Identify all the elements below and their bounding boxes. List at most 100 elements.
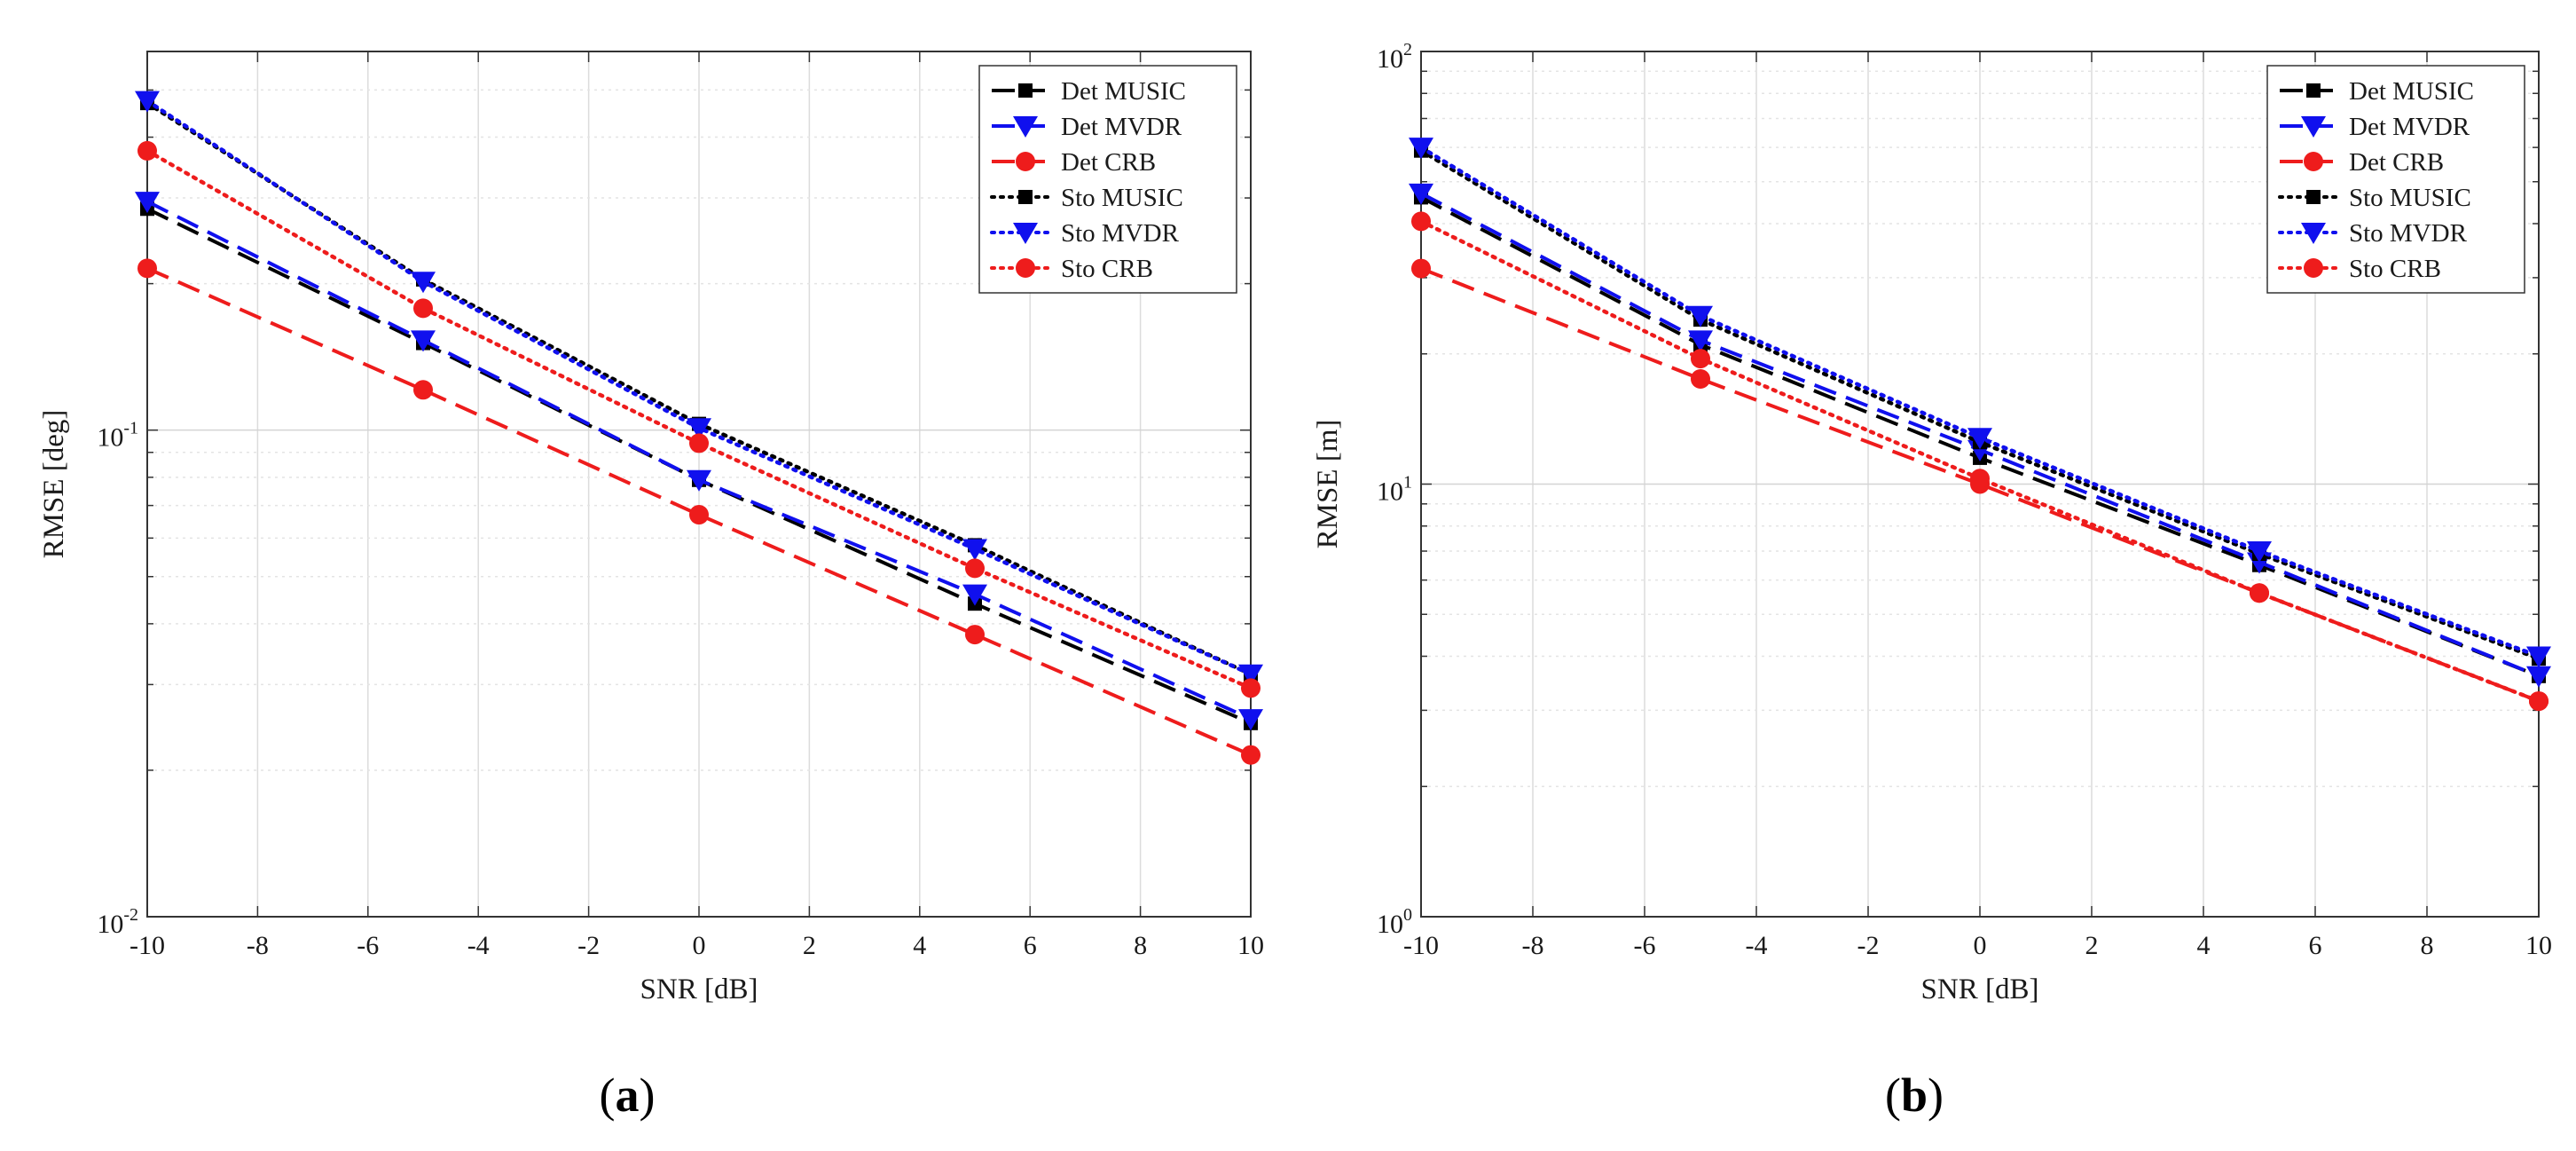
- panel-a-caption-letter: a: [616, 1068, 640, 1122]
- panel-a-x-axis-label: SNR [dB]: [640, 974, 758, 1005]
- panel-b-xtick-label: 4: [2197, 931, 2211, 960]
- panel-b-ytick-label: 102: [1377, 40, 1412, 74]
- panel-a-series-sto-mvdr-point: [687, 418, 711, 440]
- panel-b-ytick-exponent: 0: [1403, 905, 1412, 925]
- panel-a-legend-box: [978, 65, 1237, 294]
- panel-a-xtick-label: 4: [913, 931, 926, 960]
- panel-b-series-det-crb-point: [1411, 258, 1431, 279]
- panel-b-ytick-label: 100: [1377, 905, 1412, 939]
- panel-a-series-det-mvdr-point: [687, 469, 711, 492]
- panel-a-legend: Det MUSIC Det MVDR Det CRB Sto MUSIC Sto MVD…: [978, 65, 1237, 294]
- panel-a-series-det-mvdr-point: [135, 192, 160, 214]
- panel-b-caption: (b): [1885, 1068, 1944, 1122]
- panel-b-xtick-label: 10: [2525, 931, 2552, 960]
- panel-b-xtick-label: 8: [2421, 931, 2434, 960]
- panel-b-series-sto-mvdr-point: [1409, 138, 1433, 160]
- panel-b-legend-det-music-label: Det MUSIC: [2349, 77, 2474, 106]
- panel-b-xtick-label: -4: [1746, 931, 1768, 960]
- panel-b-series-sto-crb-point: [2529, 691, 2549, 712]
- panel-a-legend-sto-mvdr-label: Sto MVDR: [1061, 219, 1180, 248]
- panel-a-legend-det-mvdr-label: Det MVDR: [1061, 113, 1182, 141]
- panel-a-xtick-label: 0: [693, 931, 706, 960]
- panel-b-legend-sto-music-label: Sto MUSIC: [2349, 184, 2471, 212]
- panel-b-legend-det-crb-label: Det CRB: [2349, 148, 2444, 177]
- panel-b-series-sto-mvdr-point: [2526, 646, 2551, 668]
- panel-a-legend-det-music-label: Det MUSIC: [1061, 77, 1186, 106]
- panel-a-series-sto-mvdr-point: [962, 539, 987, 561]
- panel-b-series-det-crb-line: [1420, 266, 2540, 703]
- panel-a-series-det-crb-point: [413, 380, 433, 400]
- panel-a-xtick-label: 8: [1134, 931, 1147, 960]
- panel-a-series-sto-crb-point: [689, 433, 709, 453]
- panel-a-series-sto-mvdr-point: [1238, 664, 1263, 686]
- panel-b-series-sto-mvdr-point: [2247, 541, 2272, 564]
- panel-a-xtick-label: 6: [1024, 931, 1037, 960]
- panel-a-xtick-label: -4: [467, 931, 490, 960]
- panel-a-series-sto-mvdr-point: [411, 272, 436, 294]
- panel-b-series-det-mvdr-point: [1688, 330, 1713, 352]
- panel-b-legend-sto-mvdr-marker: [2301, 223, 2326, 244]
- panel-a-series-sto-mvdr-point: [135, 91, 160, 113]
- panel-a-ytick-exponent: -2: [123, 905, 138, 925]
- panel-a-series-det-mvdr-point: [962, 584, 987, 606]
- panel-b-xtick-label: -10: [1403, 931, 1439, 960]
- panel-a-series-sto-crb-point: [1241, 678, 1261, 698]
- panel-b-legend-det-mvdr-label: Det MVDR: [2349, 113, 2470, 141]
- panel-a-xtick-label: 10: [1237, 931, 1264, 960]
- panel-b-legend: Det MUSIC Det MVDR Det CRB Sto MUSIC Sto MVD…: [2266, 65, 2525, 294]
- panel-b-ytick-exponent: 1: [1403, 473, 1412, 493]
- panel-a-legend-sto-music-marker: [1018, 190, 1033, 204]
- panel-a-legend-det-crb-label: Det CRB: [1061, 148, 1156, 177]
- panel-b-series-sto-mvdr-point: [1688, 305, 1713, 327]
- panel-a-series-sto-crb-point: [137, 140, 157, 161]
- panel-b-series-sto-mvdr-point: [1967, 428, 1992, 450]
- panel-b-ytick-exponent: 2: [1403, 40, 1412, 59]
- panel-b-legend-det-mvdr-marker: [2301, 116, 2326, 138]
- panel-b-legend-sto-crb-label: Sto CRB: [2349, 255, 2441, 283]
- panel-b-legend-det-music-marker: [2306, 83, 2321, 98]
- panel-a-ytick-base: 10: [97, 423, 123, 453]
- panel-a-caption: (a): [600, 1068, 656, 1122]
- panel-b-series-det-mvdr-point: [1409, 183, 1433, 205]
- panel-b-legend-sto-music-marker: [2306, 190, 2321, 204]
- panel-b-ytick-base: 10: [1377, 477, 1403, 507]
- panel-b-ytick-base: 10: [1377, 910, 1403, 939]
- panel-b-ytick-base: 10: [1377, 44, 1403, 74]
- panel-b-y-axis-label: RMSE [m]: [1312, 420, 1344, 549]
- panel-a-series-det-crb-point: [137, 258, 157, 279]
- panel-b-legend-sto-crb-marker: [2304, 258, 2323, 278]
- panel-a-series-sto-crb-point: [413, 298, 433, 319]
- panel-b-legend-sto-mvdr-label: Sto MVDR: [2349, 219, 2468, 248]
- panel-a-series-det-crb-point: [1241, 745, 1261, 765]
- panel-b-xtick-label: -8: [1522, 931, 1544, 960]
- panel-b-series-sto-crb-point: [2250, 583, 2269, 603]
- panel-b-xtick-label: -6: [1634, 931, 1656, 960]
- panel-a-legend-sto-crb-label: Sto CRB: [1061, 255, 1153, 283]
- panel-a-xtick-label: -8: [247, 931, 269, 960]
- panel-a-ytick-label: 10-2: [97, 905, 138, 939]
- panel-a-xtick-label: -10: [130, 931, 165, 960]
- panel-b-xtick-label: 2: [2085, 931, 2099, 960]
- panel-a-series-det-crb-point: [689, 505, 709, 525]
- panel-b-series-sto-crb-point: [1970, 469, 1990, 489]
- panel-a-series-det-mvdr-point: [1238, 709, 1263, 731]
- panel-b-legend-det-crb-marker: [2304, 152, 2323, 171]
- panel-b-series-det-crb-point: [1691, 369, 1710, 390]
- panel-a-xtick-label: 2: [803, 931, 816, 960]
- panel-a-series-det-mvdr-point: [411, 330, 436, 352]
- panel-b-xtick-label: -2: [1857, 931, 1880, 960]
- panel-a-xtick-label: -2: [577, 931, 600, 960]
- panel-b-ytick-label: 101: [1377, 473, 1412, 507]
- panel-a-xtick-label: -6: [357, 931, 379, 960]
- panel-a-series-sto-crb-point: [965, 558, 985, 579]
- panel-a-legend-sto-mvdr-marker: [1013, 223, 1038, 244]
- panel-b-legend-box: [2266, 65, 2525, 294]
- panel-a-y-axis-label: RMSE [deg]: [38, 410, 70, 559]
- panel-b-caption-letter: b: [1901, 1068, 1928, 1122]
- panel-b-series-det-mvdr-point: [2526, 666, 2551, 688]
- panel-b-x-axis-label: SNR [dB]: [1921, 974, 2039, 1005]
- panel-a-ytick-label: 10-1: [97, 419, 138, 453]
